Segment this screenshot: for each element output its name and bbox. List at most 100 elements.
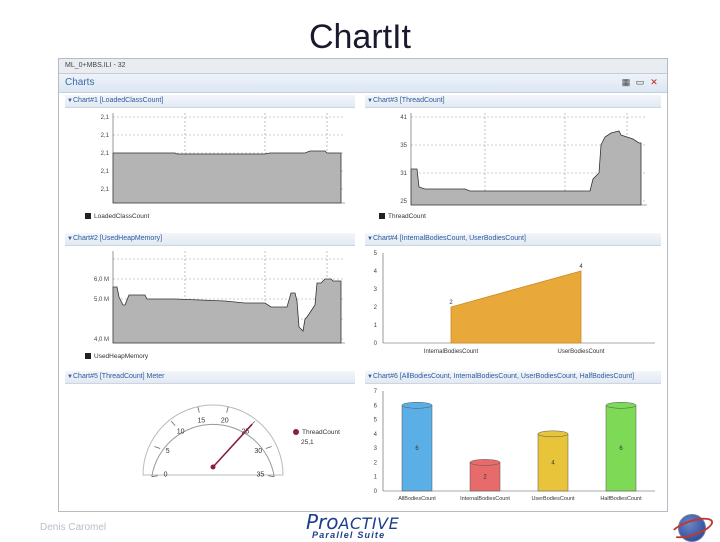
chart-2-panel: ▼ Chart#2 [UsedHeapMemory] 6,0 M 5,0 M 4,… bbox=[65, 233, 355, 365]
collapse-arrow-icon[interactable]: ▼ bbox=[67, 236, 73, 242]
chart-6-bar-top bbox=[469, 459, 501, 466]
chart-2-legend: UsedHeapMemory bbox=[85, 353, 148, 360]
gauge-tick-label: 20 bbox=[221, 417, 229, 424]
chart-6-ytick: 5 bbox=[374, 418, 378, 424]
chart-5-gauge: 05101520253035 bbox=[142, 404, 284, 479]
chart-2-area bbox=[112, 278, 342, 344]
gauge-tick bbox=[154, 446, 161, 449]
chart-6-bar-top bbox=[605, 402, 637, 409]
chart-6-title: Chart#6 [AllBodiesCount, InternalBodiesC… bbox=[373, 373, 635, 380]
chart-2-ytick: 5,0 M bbox=[94, 297, 109, 303]
chart-1-panel: ▼ Chart#1 [LoadedClassCount] 2,1 2,1 2,1 … bbox=[65, 95, 355, 231]
chart-6-panel: ▼ Chart#6 [AllBodiesCount, InternalBodies… bbox=[365, 371, 661, 503]
close-icon[interactable]: ✕ bbox=[650, 77, 658, 87]
gauge-tick-label: 0 bbox=[164, 472, 168, 479]
chart-4-ytick: 2 bbox=[374, 305, 378, 311]
chart-2-title: Chart#2 [UsedHeapMemory] bbox=[73, 235, 163, 242]
chart-1-title: Chart#1 [LoadedClassCount] bbox=[73, 97, 164, 104]
chart-6-ytick: 7 bbox=[374, 389, 378, 395]
collapse-arrow-icon[interactable]: ▼ bbox=[67, 374, 73, 380]
chart-1-area bbox=[112, 150, 342, 204]
chart-3-plot: 41 35 31 25 bbox=[400, 113, 647, 206]
chart-5-header[interactable]: ▼ Chart#5 [ThreadCount] Meter bbox=[65, 371, 355, 384]
chart-3-ytick: 25 bbox=[400, 199, 407, 205]
minimize-icon[interactable]: ▭ bbox=[635, 77, 645, 87]
chart-3-header[interactable]: ▼ Chart#3 [ThreadCount] bbox=[365, 95, 661, 108]
gauge-tick bbox=[170, 420, 176, 426]
chart-2-ytick: 4,0 M bbox=[94, 337, 109, 343]
chart-3-ytick: 31 bbox=[400, 171, 407, 177]
gauge-tick-label: 15 bbox=[197, 417, 205, 424]
chart-5-legend-value: 25,1 bbox=[301, 439, 314, 446]
chart-6-ytick: 0 bbox=[374, 489, 378, 495]
gauge-tick bbox=[151, 475, 158, 478]
chart-1-plot: 2,1 2,1 2,1 2,1 2,1 bbox=[101, 113, 345, 204]
charts-panel-header: Charts ▦ ▭ ✕ bbox=[59, 74, 667, 93]
chart-4-category-label: InternalBodiesCount bbox=[424, 349, 479, 355]
chart-6-ytick: 2 bbox=[374, 460, 378, 466]
chart-4-ytick: 3 bbox=[374, 287, 378, 293]
legend-label: ThreadCount bbox=[388, 213, 426, 220]
chart-4-ytick: 5 bbox=[374, 251, 378, 257]
chart-6-header[interactable]: ▼ Chart#6 [AllBodiesCount, InternalBodies… bbox=[365, 371, 661, 384]
chart-6-category-label: InternalBodiesCount bbox=[460, 496, 510, 502]
chart-4-data-label: 4 bbox=[579, 264, 583, 270]
chart-4-panel: ▼ Chart#4 [InternalBodiesCount, UserBodie… bbox=[365, 233, 661, 365]
gauge-tick-label: 5 bbox=[166, 448, 170, 455]
chart-5-legend: ThreadCount bbox=[293, 429, 340, 436]
chart-6-data-label: 6 bbox=[619, 446, 623, 452]
chart-1-legend: LoadedClassCount bbox=[85, 213, 149, 220]
legend-label: UsedHeapMemory bbox=[94, 353, 149, 360]
chart-3-ytick: 35 bbox=[400, 143, 407, 149]
chart-6-bar-top bbox=[537, 430, 569, 438]
chart-1-ytick: 2,1 bbox=[101, 115, 110, 121]
gauge-tick bbox=[226, 406, 229, 413]
chart-1-ytick: 2,1 bbox=[101, 169, 110, 175]
chart-6-data-label: 6 bbox=[415, 446, 419, 452]
gauge-tick bbox=[197, 406, 200, 413]
chart-4-category-label: UserBodiesCount bbox=[557, 349, 604, 355]
gauge-needle bbox=[212, 423, 253, 468]
collapse-arrow-icon[interactable]: ▼ bbox=[367, 236, 373, 242]
editor-tab[interactable]: ML_0+MBS.ILI - 32 bbox=[59, 59, 667, 74]
gauge-arc bbox=[151, 423, 275, 477]
chart-3-ytick: 41 bbox=[400, 115, 407, 121]
charts-window: ML_0+MBS.ILI - 32 Charts ▦ ▭ ✕ ▼ Chart#1 … bbox=[58, 58, 668, 512]
chart-2-header[interactable]: ▼ Chart#2 [UsedHeapMemory] bbox=[65, 233, 355, 246]
chart-4-ytick: 0 bbox=[374, 341, 378, 347]
chart-6-ytick: 6 bbox=[374, 403, 378, 409]
chart-1-ytick: 2,1 bbox=[101, 151, 110, 157]
chart-4-title: Chart#4 [InternalBodiesCount, UserBodies… bbox=[373, 235, 526, 242]
chart-1-header[interactable]: ▼ Chart#1 [LoadedClassCount] bbox=[65, 95, 355, 108]
chart-5-title: Chart#5 [ThreadCount] Meter bbox=[73, 373, 165, 380]
chart-2-ytick: 6,0 M bbox=[94, 277, 109, 283]
collapse-arrow-icon[interactable]: ▼ bbox=[67, 98, 73, 104]
chart-6-plot: 7 6 5 4 3 2 1 0 6 AllBodiesCount 2 InternalBodiesCo… bbox=[374, 389, 655, 502]
chart-6-bar bbox=[605, 405, 637, 492]
legend-label: ThreadCount bbox=[302, 429, 340, 436]
globe-logo-icon bbox=[678, 514, 706, 542]
gauge-tick bbox=[265, 446, 272, 449]
chart-6-bar bbox=[469, 462, 501, 492]
chart-6-data-label: 4 bbox=[551, 460, 555, 466]
chart-3-legend: ThreadCount bbox=[379, 213, 426, 220]
chart-6-category-label: UserBodiesCount bbox=[531, 496, 575, 502]
collapse-arrow-icon[interactable]: ▼ bbox=[367, 374, 373, 380]
collapse-arrow-icon[interactable]: ▼ bbox=[367, 98, 373, 104]
chart-4-header[interactable]: ▼ Chart#4 [InternalBodiesCount, UserBodie… bbox=[365, 233, 661, 246]
chart-2-plot: 6,0 M 5,0 M 4,0 M bbox=[94, 251, 345, 344]
gauge-tick-label: 35 bbox=[257, 472, 265, 479]
chart-4-plot: 5 4 3 2 1 0 2 InternalBodiesCount 4 UserBodiesCou… bbox=[374, 251, 655, 355]
chart-3-panel: ▼ Chart#3 [ThreadCount] 41 35 31 25 Threa… bbox=[365, 95, 661, 231]
chart-1-ytick: 2,1 bbox=[101, 187, 110, 193]
layout-icon[interactable]: ▦ bbox=[621, 77, 631, 87]
chart-4-area bbox=[450, 270, 582, 344]
panel-title: Charts bbox=[65, 77, 95, 88]
chart-3-area bbox=[410, 130, 642, 206]
gauge-tick bbox=[268, 475, 275, 478]
gauge-hub bbox=[210, 464, 216, 470]
gauge-tick-label: 10 bbox=[177, 429, 185, 436]
slide-title: ChartIt bbox=[308, 18, 412, 56]
chart-6-bar bbox=[401, 405, 433, 492]
chart-4-data-label: 2 bbox=[449, 300, 453, 306]
